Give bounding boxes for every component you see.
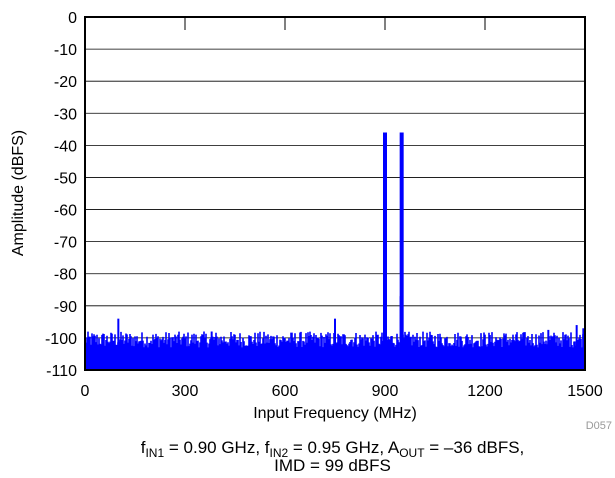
- y-axis-label: Amplitude (dBFS): [10, 130, 27, 256]
- x-tick-label: 1500: [567, 383, 603, 400]
- data-marks: [84, 132, 585, 370]
- y-tick-label: -70: [54, 235, 77, 252]
- y-tick-label: -10: [54, 42, 77, 59]
- y-tick-label: -100: [45, 331, 77, 348]
- y-tick-label: -20: [54, 74, 77, 91]
- x-axis-label: Input Frequency (MHz): [253, 405, 417, 422]
- plot-frame: [84, 16, 586, 371]
- caption-text: f: [140, 438, 146, 457]
- caption-text: = –36 dBFS,: [424, 438, 525, 457]
- x-tick-label: 1200: [467, 383, 503, 400]
- caption-line-1: fIN1 = 0.90 GHz, fIN2 = 0.95 GHz, AOUT =…: [0, 438, 615, 460]
- y-tick-labels: 0 -10 -20 -30 -40 -50 -60 -70 -80 -90 -100 -110: [45, 10, 77, 380]
- caption-text: = 0.95 GHz, A: [288, 438, 400, 457]
- y-tick-label: -30: [54, 106, 77, 123]
- x-tick-label: 600: [272, 383, 299, 400]
- y-tick-label: -90: [54, 299, 77, 316]
- caption-subscript: OUT: [399, 446, 425, 460]
- y-tick-label: -60: [54, 203, 77, 220]
- x-tick-label: 0: [81, 383, 90, 400]
- x-tick-label: 900: [372, 383, 399, 400]
- y-tick-label: -50: [54, 170, 77, 187]
- caption-subscript: IN2: [269, 446, 289, 460]
- x-tick-labels: 0 300 600 900 1200 1500: [81, 383, 603, 400]
- caption-subscript: IN1: [145, 446, 165, 460]
- y-tick-label: -80: [54, 267, 77, 284]
- y-tick-label: 0: [68, 10, 77, 27]
- y-tick-label: -40: [54, 138, 77, 155]
- caption-line-2: IMD = 99 dBFS: [274, 456, 391, 475]
- y-tick-label: -110: [46, 363, 77, 380]
- caption-text: = 0.90 GHz, f: [164, 438, 270, 457]
- top-ticks: [84, 17, 586, 30]
- x-tick-label: 300: [172, 383, 199, 400]
- grid-lines: [85, 16, 585, 371]
- watermark-label: D057: [586, 420, 612, 432]
